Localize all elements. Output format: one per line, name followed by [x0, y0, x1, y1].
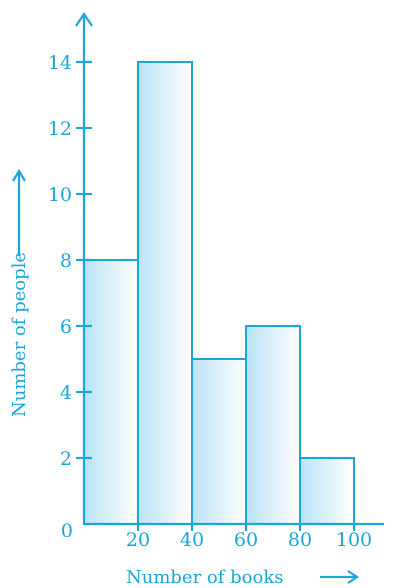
- x-axis-label: Number of books: [126, 567, 283, 588]
- origin-label: 0: [61, 520, 73, 542]
- y-tick-label-10: 10: [48, 184, 72, 206]
- y-axis-arrowhead: [75, 12, 93, 27]
- y-tick-label-12: 12: [48, 118, 72, 140]
- x-axis-title-group: Number of books: [126, 567, 359, 588]
- y-tick-label-6: 6: [60, 316, 72, 338]
- histogram-bar-40-60: [191, 358, 247, 525]
- x-axis-title-arrowhead: [347, 570, 359, 584]
- histogram-bar-60-80: [245, 325, 301, 525]
- y-axis-label: Number of people: [9, 252, 30, 417]
- x-tick-label-100: 100: [336, 529, 372, 551]
- y-axis-title-arrowhead: [12, 168, 26, 182]
- bars-group: [83, 61, 355, 525]
- histogram-bar-20-40: [137, 61, 193, 525]
- histogram-bar-80-100: [299, 457, 355, 525]
- y-tick-label-8: 8: [60, 250, 72, 272]
- axes-group: [75, 12, 384, 526]
- x-tick-label-80: 80: [288, 529, 312, 551]
- y-tick-label-4: 4: [60, 382, 72, 404]
- y-tick-label-14: 14: [48, 52, 72, 74]
- histogram-bar-0-20: [83, 259, 139, 525]
- x-tick-label-60: 60: [234, 529, 258, 551]
- x-tick-label-40: 40: [180, 529, 204, 551]
- y-axis-title-group: Number of people: [9, 168, 30, 417]
- x-tick-label-20: 20: [126, 529, 150, 551]
- ticks-group: 2 4 6 8 10 12 14 20 40 60 80 100: [48, 52, 372, 551]
- y-tick-label-2: 2: [60, 448, 72, 470]
